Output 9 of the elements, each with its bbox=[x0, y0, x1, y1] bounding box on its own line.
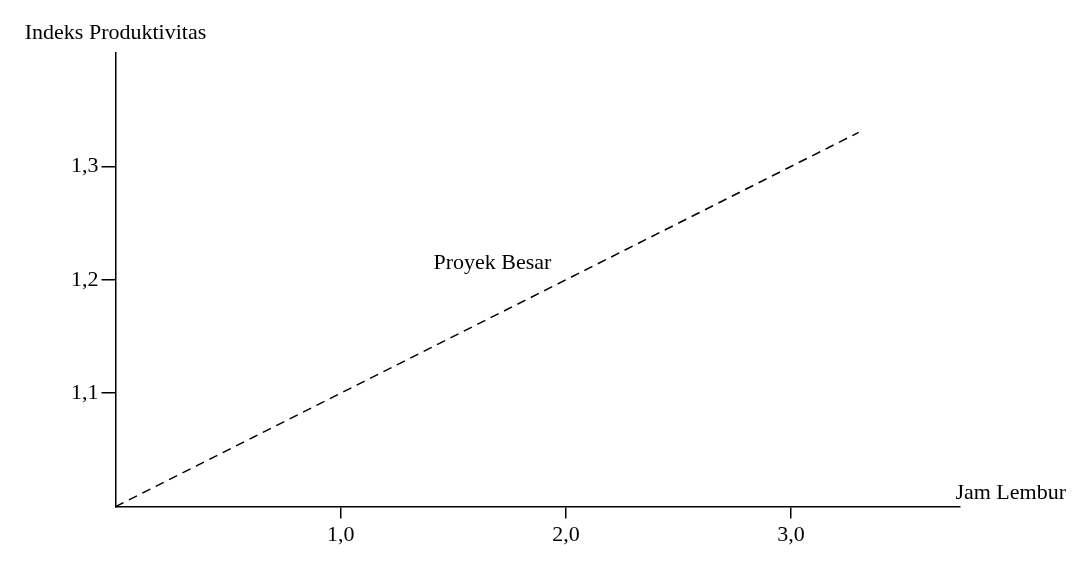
y-tick-label: 1,1 bbox=[71, 378, 99, 404]
y-tick-label: 1,3 bbox=[71, 152, 99, 178]
y-axis-title: Indeks Produktivitas bbox=[24, 19, 207, 44]
x-tick-label: 3,0 bbox=[777, 520, 805, 546]
series-label: Proyek Besar bbox=[433, 248, 553, 274]
x-tick-label: 1,0 bbox=[326, 520, 355, 546]
y-tick-label: 1,2 bbox=[71, 265, 99, 291]
x-tick-label: 2,0 bbox=[552, 520, 580, 546]
x-axis-title: Jam Lembur bbox=[955, 478, 1067, 504]
